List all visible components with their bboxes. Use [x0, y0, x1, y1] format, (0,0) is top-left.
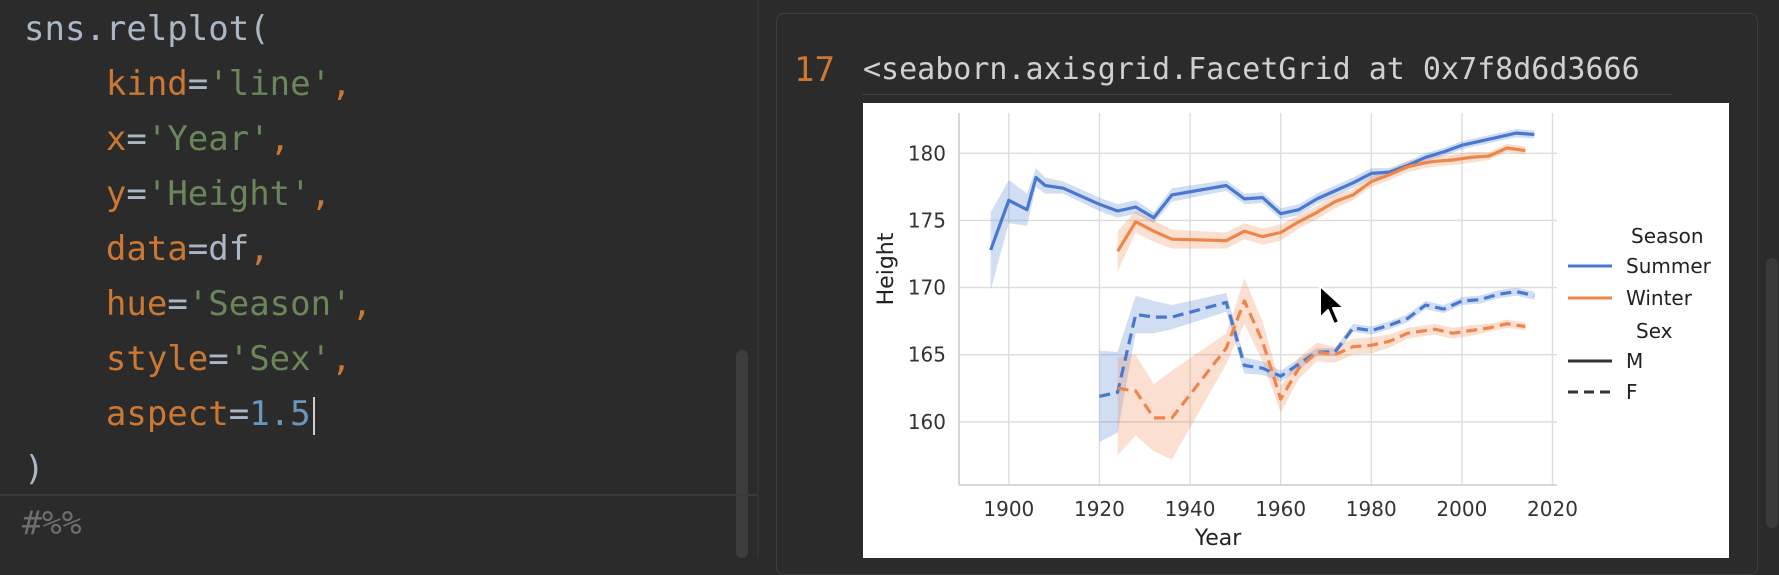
- legend-label-m: M: [1626, 349, 1643, 373]
- code-token: ): [24, 449, 45, 489]
- code-line[interactable]: x='Year',: [24, 114, 290, 164]
- code-token: 1.5: [249, 394, 311, 434]
- line-chart: 1900 1920 1940 1960 1980 2000 2020 160 165 170 175…: [874, 113, 1712, 551]
- output-repr-text: <seaborn.axisgrid.FacetGrid at 0x7f8d6d3…: [863, 52, 1640, 87]
- code-line[interactable]: aspect=1.5: [24, 389, 315, 439]
- code-token: y: [105, 174, 127, 214]
- text-caret: [312, 396, 315, 435]
- code-line[interactable]: kind='line',: [24, 59, 352, 109]
- code-token: =: [126, 174, 147, 214]
- code-token: [24, 174, 106, 214]
- editor-scrollbar[interactable]: [736, 350, 748, 558]
- x-tick-label: 1900: [983, 497, 1034, 521]
- code-token: ,: [331, 339, 352, 379]
- ci-band-winter-f: [1117, 278, 1526, 460]
- legend-title-sex: Sex: [1636, 319, 1673, 343]
- code-token: 'Height': [146, 174, 311, 214]
- code-token: [24, 339, 106, 379]
- code-line[interactable]: sns.relplot(: [24, 4, 270, 54]
- code-token: sns.relplot(: [24, 9, 270, 49]
- code-token: kind: [105, 64, 188, 104]
- code-token: x: [105, 119, 127, 159]
- mouse-pointer-icon: [1319, 285, 1345, 325]
- legend-label-winter: Winter: [1626, 286, 1693, 310]
- code-token: =: [187, 64, 209, 104]
- code-token: ,: [331, 64, 352, 104]
- code-token: [24, 229, 106, 269]
- code-line[interactable]: style='Sex',: [24, 334, 352, 384]
- code-line[interactable]: data=df,: [24, 224, 270, 274]
- series-line-winter-m: [1116, 146, 1526, 253]
- output-text-underline: [862, 94, 1672, 95]
- x-tick-label: 2020: [1527, 497, 1578, 521]
- y-tick-label: 160: [908, 410, 946, 434]
- code-token: =: [126, 119, 147, 159]
- output-scrollbar[interactable]: [1766, 258, 1778, 528]
- pane-divider[interactable]: [757, 0, 759, 558]
- code-token: =: [228, 394, 250, 434]
- code-token: =: [208, 339, 229, 379]
- code-token: ,: [269, 119, 291, 159]
- code-line[interactable]: ): [24, 444, 44, 494]
- legend-label-f: F: [1626, 380, 1638, 404]
- x-tick-label: 1960: [1255, 497, 1306, 521]
- y-tick-label: 175: [908, 208, 946, 232]
- y-tick-label: 180: [908, 141, 946, 165]
- code-token: ,: [249, 229, 270, 269]
- code-token: [24, 64, 106, 104]
- x-tick-label: 1920: [1074, 497, 1125, 521]
- x-axis-label: Year: [1194, 526, 1243, 551]
- execution-count: 17: [794, 50, 835, 90]
- ci-band-summer-f: [1099, 287, 1535, 442]
- code-token: ,: [310, 174, 332, 214]
- code-token: ,: [351, 284, 373, 324]
- cell-separator: [0, 494, 757, 496]
- relplot-figure: 1900 1920 1940 1960 1980 2000 2020 160 165 170 175…: [863, 103, 1729, 558]
- y-tick-label: 165: [908, 343, 946, 367]
- series-line-summer-m: [989, 131, 1535, 251]
- y-axis-label: Height: [874, 232, 899, 305]
- code-token: aspect: [105, 394, 229, 434]
- code-token: data: [105, 229, 188, 269]
- code-line[interactable]: hue='Season',: [24, 279, 372, 329]
- code-token: 'line': [208, 64, 332, 104]
- code-line[interactable]: y='Height',: [24, 169, 331, 219]
- code-token: 'Season': [187, 284, 352, 324]
- x-tick-label: 2000: [1436, 497, 1487, 521]
- ci-band-winter-m: [1117, 143, 1526, 272]
- code-token: df: [208, 229, 250, 269]
- y-tick-label: 170: [908, 276, 946, 300]
- x-tick-label: 1940: [1165, 497, 1216, 521]
- code-token: style: [105, 339, 209, 379]
- x-tick-label: 1980: [1346, 497, 1397, 521]
- legend-label-summer: Summer: [1626, 254, 1712, 278]
- code-token: =: [167, 284, 188, 324]
- code-token: [24, 119, 106, 159]
- series-line-winter-f: [1117, 299, 1526, 420]
- code-token: 'Sex': [228, 339, 332, 379]
- code-editor[interactable]: sns.relplot( kind='line', x='Year', y='H…: [0, 0, 757, 558]
- code-token: =: [187, 229, 209, 269]
- code-token: hue: [105, 284, 168, 324]
- code-token: [24, 284, 106, 324]
- series-line-summer-f: [1099, 290, 1535, 398]
- code-token: 'Year': [146, 119, 270, 159]
- code-token: [24, 394, 106, 434]
- cell-marker: #%%: [22, 503, 82, 542]
- legend-title-season: Season: [1631, 224, 1704, 248]
